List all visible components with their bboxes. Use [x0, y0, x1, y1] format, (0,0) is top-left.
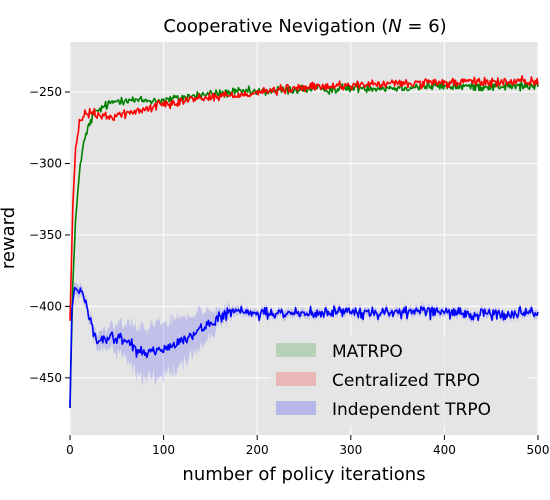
x-tick-label-2: 200: [246, 443, 269, 457]
x-tick-label-4: 400: [433, 443, 456, 457]
legend-label-centralized-trpo: Centralized TRPO: [332, 371, 480, 391]
legend-swatch-independent-trpo: [276, 401, 316, 415]
x-tick-label-5: 500: [527, 443, 550, 457]
line-centralized-trpo: [69, 75, 539, 321]
y-tick-label-4: −250: [29, 85, 62, 99]
chart-title: Cooperative Nevigation (N = 6): [163, 16, 446, 37]
legend-label-independent-trpo: Independent TRPO: [332, 400, 491, 420]
legend-swatch-centralized-trpo: [276, 372, 316, 386]
legend-box: [270, 336, 528, 426]
y-tick-label-3: −300: [29, 156, 62, 170]
x-tick-label-3: 300: [339, 443, 362, 457]
legend-swatch-matrpo: [276, 343, 316, 357]
x-axis-ticks: 0 100 200 300 400 500: [66, 435, 549, 457]
y-tick-label-2: −350: [29, 228, 62, 242]
legend-label-matrpo: MATRPO: [332, 342, 403, 362]
y-tick-label-0: −450: [29, 371, 62, 385]
y-tick-label-1: −400: [29, 299, 62, 313]
x-tick-label-1: 100: [152, 443, 175, 457]
grid-lines: [69, 42, 539, 435]
x-axis-label: number of policy iterations: [182, 464, 425, 485]
y-axis-label: reward: [0, 207, 19, 269]
series-lines: [69, 75, 539, 409]
x-tick-label-0: 0: [66, 443, 74, 457]
y-axis-ticks: −450 −400 −350 −300 −250: [29, 85, 70, 385]
line-independent-trpo: [69, 286, 539, 408]
legend: MATRPO Centralized TRPO Independent TRPO: [270, 336, 528, 426]
